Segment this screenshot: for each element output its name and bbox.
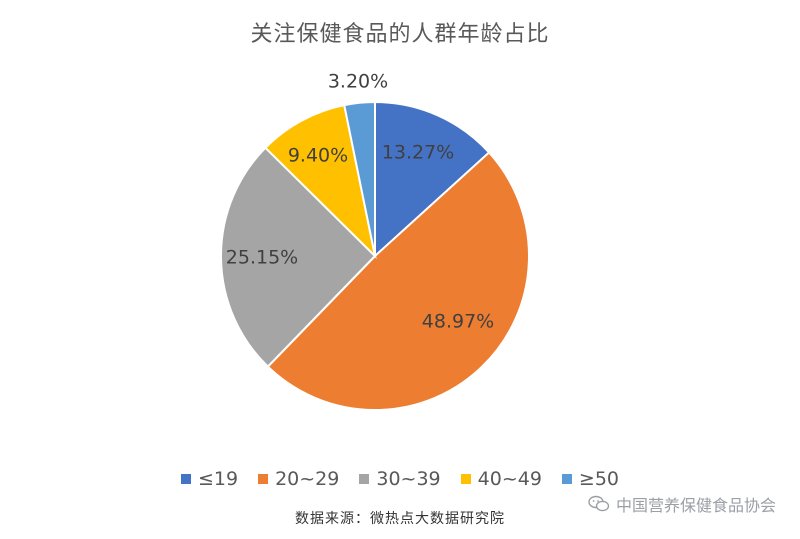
data-source: 数据来源：微热点大数据研究院 bbox=[295, 511, 505, 527]
legend-label: 30~39 bbox=[376, 468, 441, 490]
slice-40-49 bbox=[264, 103, 377, 260]
watermark: 中国营养保健食品协会 bbox=[588, 492, 776, 516]
legend-swatch bbox=[180, 474, 191, 484]
legend-item-20-29: 20~29 bbox=[258, 468, 339, 490]
legend-swatch bbox=[460, 474, 471, 484]
chart-legend: ≤19 20~29 30~39 40~49 ≥50 bbox=[0, 468, 800, 490]
data-label-le19: 13.27% bbox=[382, 142, 454, 164]
wechat-icon bbox=[588, 495, 610, 512]
legend-item-40-49: 40~49 bbox=[460, 468, 542, 490]
watermark-text: 中国营养保健食品协会 bbox=[615, 496, 776, 515]
slice-30-39 bbox=[220, 146, 377, 369]
data-label-30-39: 25.15% bbox=[226, 247, 298, 269]
slice-20-29 bbox=[266, 151, 530, 411]
legend-item-le19: ≤19 bbox=[180, 468, 239, 490]
data-label-ge50: 3.20% bbox=[328, 71, 388, 93]
slice-le19 bbox=[374, 100, 491, 259]
pie-chart: 13.27% 48.97% 25.15% 9.40% 3.20% bbox=[220, 71, 530, 411]
legend-label: 40~49 bbox=[477, 468, 542, 490]
slice-ge50 bbox=[343, 100, 376, 257]
legend-swatch bbox=[561, 474, 572, 484]
legend-item-30-39: 30~39 bbox=[359, 468, 441, 490]
legend-item-ge50: ≥50 bbox=[561, 468, 620, 490]
legend-label: ≥50 bbox=[578, 468, 620, 490]
legend-swatch bbox=[258, 474, 269, 484]
legend-swatch bbox=[359, 474, 370, 484]
chart-title: 关注保健食品的人群年龄占比 bbox=[250, 22, 550, 47]
legend-label: 20~29 bbox=[275, 468, 340, 490]
data-label-20-29: 48.97% bbox=[422, 311, 494, 333]
legend-label: ≤19 bbox=[197, 468, 239, 490]
data-label-40-49: 9.40% bbox=[288, 145, 348, 167]
